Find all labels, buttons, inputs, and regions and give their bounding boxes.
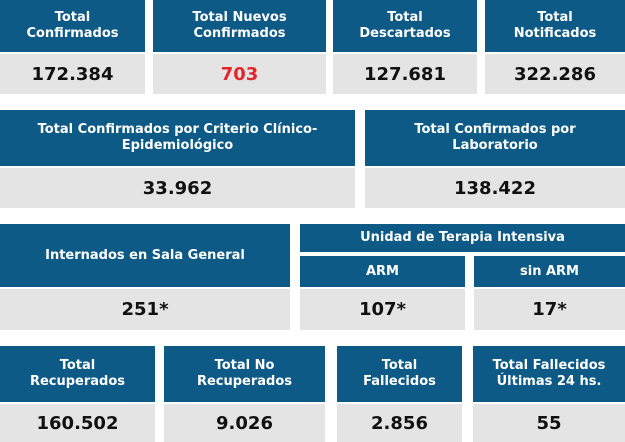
card-title: Total Confirmados por Laboratorio (365, 110, 625, 166)
card-total-nuevos-confirmados: Total Nuevos Confirmados 703 (153, 0, 326, 94)
card-value: 2.856 (337, 404, 462, 442)
card-confirmados-laboratorio: Total Confirmados por Laboratorio 138.42… (365, 110, 625, 208)
uti-title: Unidad de Terapia Intensiva (300, 224, 625, 252)
card-title: Total Notificados (485, 0, 625, 52)
card-value: 172.384 (0, 54, 145, 94)
card-value: 251* (0, 289, 290, 330)
card-terapia-intensiva: Unidad de Terapia Intensiva ARM 107* sin… (300, 224, 625, 330)
card-total-descartados: Total Descartados 127.681 (333, 0, 477, 94)
card-value: 127.681 (333, 54, 477, 94)
card-title: Internados en Sala General (0, 224, 290, 287)
card-title: Total Fallecidos Últimas 24 hs. (473, 346, 625, 402)
card-title: Total Fallecidos (337, 346, 462, 402)
card-total-notificados: Total Notificados 322.286 (485, 0, 625, 94)
card-total-fallecidos-24hs: Total Fallecidos Últimas 24 hs. 55 (473, 346, 625, 442)
card-arm: ARM 107* (300, 256, 465, 330)
card-total-no-recuperados: Total No Recuperados 9.026 (164, 346, 325, 442)
card-value: 322.286 (485, 54, 625, 94)
card-title: Total Recuperados (0, 346, 155, 402)
card-sin-arm: sin ARM 17* (474, 256, 625, 330)
card-title: Total Confirmados (0, 0, 145, 52)
card-internados-sala-general: Internados en Sala General 251* (0, 224, 290, 330)
card-value: 107* (300, 289, 465, 330)
card-title: sin ARM (474, 256, 625, 287)
card-value: 33.962 (0, 168, 355, 208)
card-title: Total No Recuperados (164, 346, 325, 402)
card-title: Total Nuevos Confirmados (153, 0, 326, 52)
card-title: ARM (300, 256, 465, 287)
card-value: 703 (153, 54, 326, 94)
card-total-fallecidos: Total Fallecidos 2.856 (337, 346, 462, 442)
card-confirmados-criterio-clinico: Total Confirmados por Criterio Clínico- … (0, 110, 355, 208)
card-value: 9.026 (164, 404, 325, 442)
card-value: 138.422 (365, 168, 625, 208)
card-value: 17* (474, 289, 625, 330)
card-value: 55 (473, 404, 625, 442)
card-title: Total Descartados (333, 0, 477, 52)
card-value: 160.502 (0, 404, 155, 442)
card-title: Total Confirmados por Criterio Clínico- … (0, 110, 355, 166)
card-total-recuperados: Total Recuperados 160.502 (0, 346, 155, 442)
card-total-confirmados: Total Confirmados 172.384 (0, 0, 145, 94)
